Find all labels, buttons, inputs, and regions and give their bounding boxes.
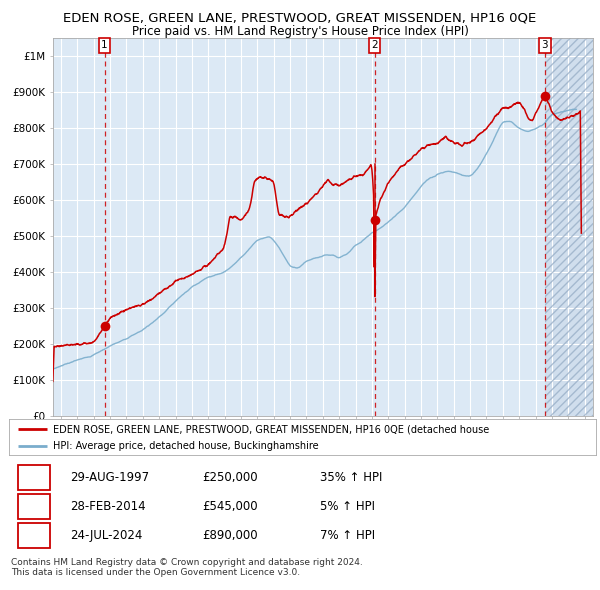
Text: 7% ↑ HPI: 7% ↑ HPI: [320, 529, 375, 542]
Text: HPI: Average price, detached house, Buckinghamshire: HPI: Average price, detached house, Buck…: [53, 441, 319, 451]
Text: £890,000: £890,000: [203, 529, 258, 542]
Text: 2: 2: [371, 40, 378, 50]
FancyBboxPatch shape: [18, 523, 50, 548]
Text: £545,000: £545,000: [203, 500, 258, 513]
FancyBboxPatch shape: [18, 465, 50, 490]
Text: Price paid vs. HM Land Registry's House Price Index (HPI): Price paid vs. HM Land Registry's House …: [131, 25, 469, 38]
Text: EDEN ROSE, GREEN LANE, PRESTWOOD, GREAT MISSENDEN, HP16 0QE (detached house: EDEN ROSE, GREEN LANE, PRESTWOOD, GREAT …: [53, 424, 489, 434]
Text: 1: 1: [30, 471, 38, 484]
Text: 2: 2: [30, 500, 38, 513]
Text: Contains HM Land Registry data © Crown copyright and database right 2024.
This d: Contains HM Land Registry data © Crown c…: [11, 558, 362, 577]
Bar: [545, 38, 593, 416]
Text: 35% ↑ HPI: 35% ↑ HPI: [320, 471, 382, 484]
Text: 28-FEB-2014: 28-FEB-2014: [71, 500, 146, 513]
Text: 3: 3: [541, 40, 548, 50]
Text: 3: 3: [30, 529, 38, 542]
Bar: [545, 38, 593, 416]
FancyBboxPatch shape: [18, 494, 50, 519]
Text: EDEN ROSE, GREEN LANE, PRESTWOOD, GREAT MISSENDEN, HP16 0QE: EDEN ROSE, GREEN LANE, PRESTWOOD, GREAT …: [64, 12, 536, 25]
Text: 5% ↑ HPI: 5% ↑ HPI: [320, 500, 375, 513]
Text: 1: 1: [101, 40, 108, 50]
Text: £250,000: £250,000: [203, 471, 258, 484]
Text: 24-JUL-2024: 24-JUL-2024: [71, 529, 143, 542]
Text: 29-AUG-1997: 29-AUG-1997: [71, 471, 150, 484]
